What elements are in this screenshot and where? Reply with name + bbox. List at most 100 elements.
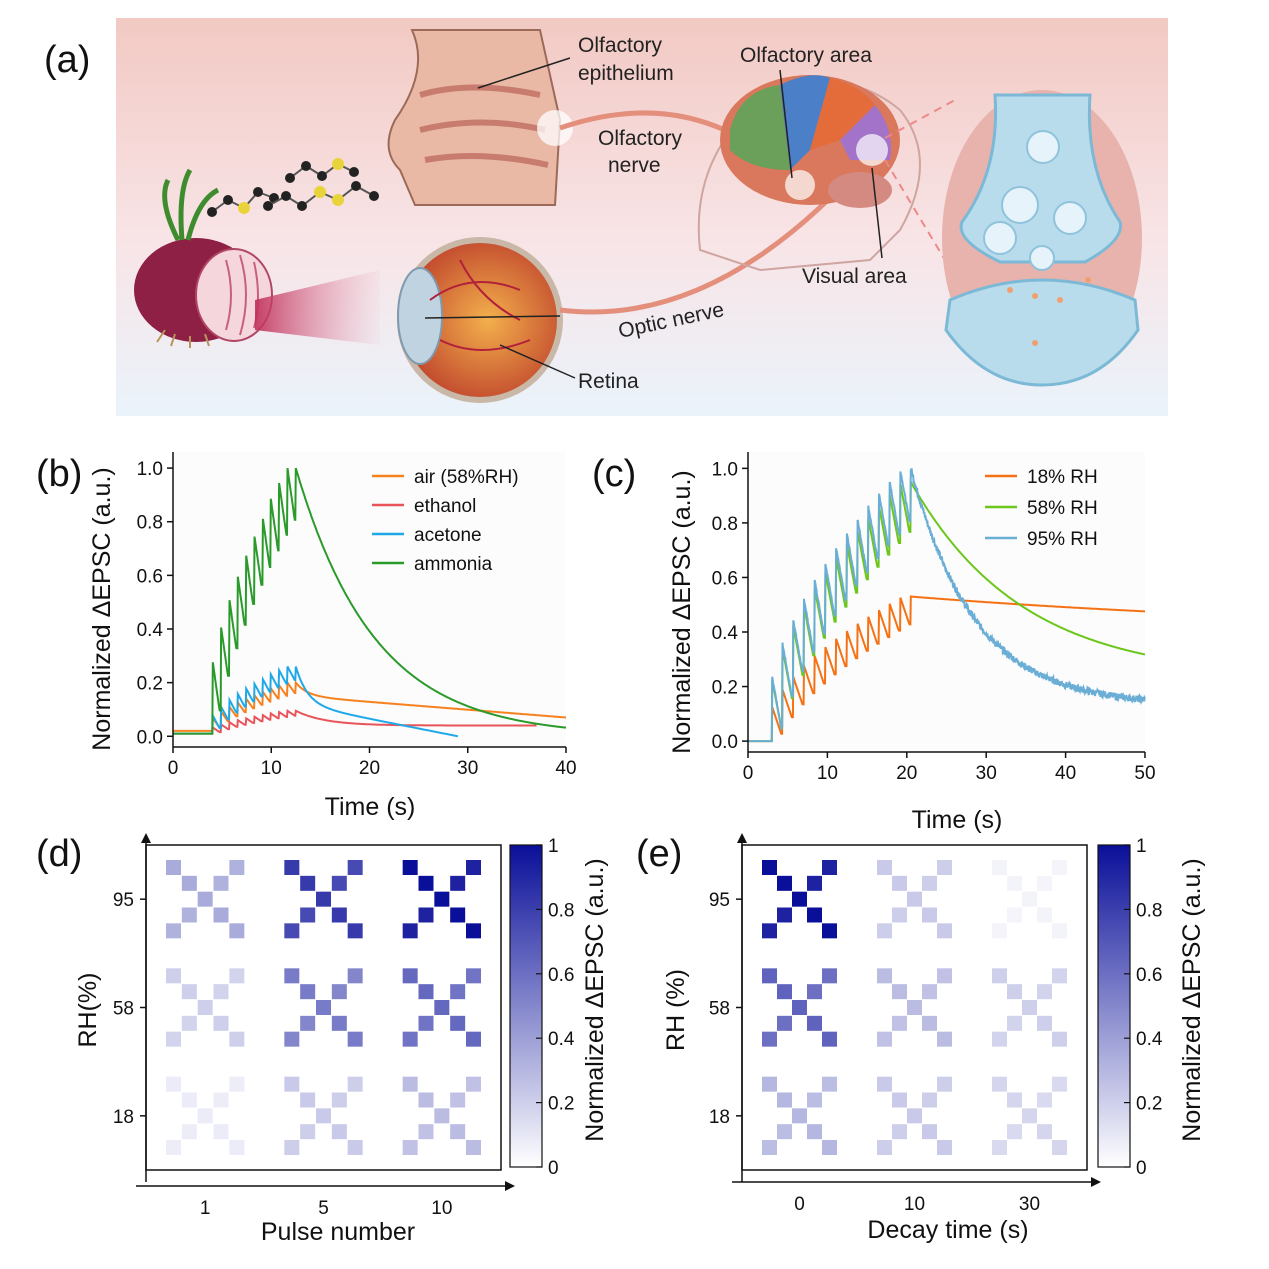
heatmap-cell [822, 1140, 837, 1155]
y-tick-label: 58 [113, 999, 134, 1020]
heatmap-cell [892, 907, 907, 923]
heatmap-cell [181, 984, 197, 1000]
heatmap-cell [434, 891, 450, 907]
heatmap-cell [792, 1000, 807, 1015]
leader-retina [499, 344, 576, 379]
colorbar-tick-label: 0.2 [548, 1094, 574, 1115]
colorbar [509, 844, 543, 1168]
heatmap-cell [450, 1092, 466, 1108]
colorbar-tick-label: 1 [1136, 836, 1147, 857]
heatmap-cell [402, 860, 418, 875]
heatmap-cell [347, 923, 363, 939]
heatmap-cell [418, 984, 434, 1000]
y-tick-label: 1.0 [712, 459, 738, 480]
heatmap-cell [1022, 891, 1037, 907]
x-tick-label: 1 [200, 1198, 211, 1219]
heatmap-cell [229, 860, 245, 875]
heatmap-cell [877, 1031, 892, 1047]
heatmap-cell [418, 1015, 434, 1031]
legend-label-1: ethanol [414, 496, 476, 517]
heatmap-cell [1007, 875, 1022, 891]
x-tick-label: 0 [743, 763, 754, 784]
heatmap-cell [450, 1124, 466, 1140]
annotation-olfactory-nerve-line1: Olfactory [598, 127, 683, 150]
heatmap-cell [822, 968, 837, 984]
heatmap-cell [762, 923, 777, 939]
chart-e-colorbar-label: Normalized ΔEPSC (a.u.) [1178, 858, 1206, 1141]
colorbar [1097, 844, 1131, 1168]
heatmap-cell [347, 860, 363, 875]
heatmap-cell [1052, 968, 1067, 984]
y-tick-label: 58 [709, 999, 730, 1020]
heatmap-cell [762, 860, 777, 875]
y-tick-label: 95 [113, 890, 134, 911]
series-line-2 [748, 468, 1146, 743]
light-beam [255, 270, 380, 345]
heatmap-cell [937, 860, 952, 875]
heatmap-cell [466, 860, 481, 875]
heatmap-cell [197, 891, 213, 907]
eye-icon [397, 237, 563, 403]
legend-label-0: 18% RH [1027, 467, 1098, 488]
leader-visual-area [871, 167, 883, 259]
heatmap-cell [284, 968, 300, 984]
colorbar-tick-label: 0 [548, 1158, 559, 1179]
heatmap-cell [762, 1076, 777, 1092]
colorbar-tick-label: 0.8 [548, 900, 574, 921]
legend-label-2: 95% RH [1027, 529, 1098, 550]
heatmap-cell [402, 968, 418, 984]
panel-b-label: (b) [36, 453, 82, 495]
y-tick-label: 0.6 [137, 566, 163, 587]
heatmap-cell [402, 1031, 418, 1047]
heatmap-cell [1052, 1076, 1067, 1092]
x-tick-label: 20 [359, 758, 380, 779]
heatmap-cell [922, 984, 937, 1000]
heatmap-cell [181, 907, 197, 923]
heatmap-cell [450, 984, 466, 1000]
heatmap-cell [229, 1140, 245, 1155]
heatmap-cell [166, 968, 181, 984]
heatmap-cell [284, 1140, 300, 1155]
heatmap-cell [892, 875, 907, 891]
heatmap-cell [877, 968, 892, 984]
annotation-olfactory-nerve-line2: nerve [608, 154, 661, 177]
heatmap-cell [937, 1140, 952, 1155]
chart-d-plot-area: 18 58 95 1 5 10 0 0.2 0.4 0.6 0.8 1 [113, 833, 575, 1219]
heatmap-cell [807, 984, 822, 1000]
annotation-olfactory-epithelium-line1: Olfactory [578, 34, 663, 57]
heatmap-cell [347, 968, 363, 984]
x-tick-label: 30 [457, 758, 478, 779]
heatmap-cell [777, 1015, 792, 1031]
heatmap-cell [347, 1031, 363, 1047]
y-tick-label: 0.2 [137, 674, 163, 695]
heatmap-cell [347, 1140, 363, 1155]
heatmap-cell [402, 1076, 418, 1092]
heatmap-cell [331, 1092, 347, 1108]
heatmap-cell [1037, 1124, 1052, 1140]
panel-a-illustration [116, 18, 1168, 416]
heatmap-cell [166, 923, 181, 939]
heatmap-cell [807, 1124, 822, 1140]
nose-icon [387, 29, 573, 206]
heatmap-cell [877, 1076, 892, 1092]
chart-d-colorbar-label: Normalized ΔEPSC (a.u.) [581, 858, 609, 1141]
annotation-retina: Retina [578, 370, 639, 393]
series-line-1 [748, 478, 1146, 743]
heatmap-cell [466, 923, 481, 939]
heatmap-cell [284, 1076, 300, 1092]
heatmap-cell [181, 1092, 197, 1108]
chart-d: (d) RH(%) Pulse number Normalized ΔEPSC … [36, 833, 609, 1246]
heatmap-cell [418, 907, 434, 923]
panel-a-label: (a) [44, 39, 90, 81]
colorbar-tick-label: 1 [548, 836, 559, 857]
heatmap-cell [892, 1124, 907, 1140]
annotation-visual-area: Visual area [802, 265, 907, 288]
annotation-olfactory-epithelium-line2: epithelium [578, 62, 674, 85]
x-tick-label: 30 [1019, 1194, 1040, 1215]
legend-label-3: ammonia [414, 554, 493, 575]
panel-c-label: (c) [592, 453, 636, 495]
y-tick-label: 0.6 [712, 568, 738, 589]
heatmap-cell [992, 968, 1007, 984]
heatmap-cell [992, 923, 1007, 939]
heatmap-cell [229, 1076, 245, 1092]
